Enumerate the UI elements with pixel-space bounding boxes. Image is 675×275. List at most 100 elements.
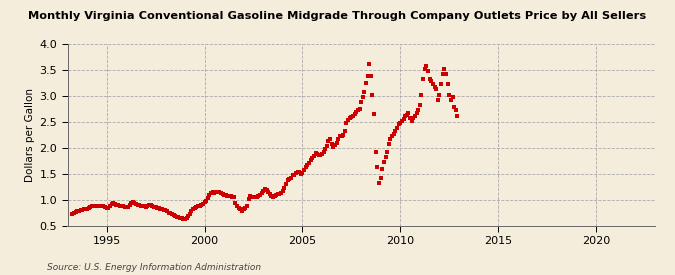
Point — [124, 203, 135, 207]
Point — [375, 176, 386, 180]
Point — [379, 160, 389, 164]
Point — [380, 155, 391, 159]
Point — [411, 111, 422, 115]
Point — [108, 201, 119, 205]
Point — [398, 117, 409, 121]
Point — [356, 100, 367, 104]
Point — [290, 170, 301, 175]
Point — [228, 195, 239, 200]
Point — [74, 209, 84, 214]
Point — [95, 204, 105, 208]
Point — [83, 206, 94, 210]
Point — [413, 108, 424, 112]
Point — [176, 216, 187, 221]
Point — [194, 204, 205, 208]
Point — [371, 150, 381, 154]
Point — [318, 150, 329, 154]
Point — [227, 195, 238, 199]
Point — [207, 190, 218, 194]
Point — [183, 214, 194, 218]
Point — [354, 107, 365, 111]
Point — [292, 170, 303, 174]
Point — [67, 211, 78, 216]
Point — [103, 206, 113, 210]
Point — [220, 193, 231, 198]
Point — [100, 205, 111, 209]
Point — [437, 72, 448, 76]
Point — [348, 113, 358, 118]
Point — [237, 209, 248, 213]
Point — [117, 204, 128, 208]
Point — [357, 95, 368, 100]
Point — [274, 192, 285, 196]
Point — [173, 215, 184, 219]
Point — [259, 187, 270, 191]
Point — [184, 212, 195, 216]
Point — [423, 69, 433, 73]
Point — [382, 150, 393, 154]
Point — [325, 137, 335, 141]
Point — [80, 207, 91, 212]
Point — [98, 204, 109, 208]
Y-axis label: Dollars per Gallon: Dollars per Gallon — [25, 88, 35, 182]
Point — [277, 189, 288, 194]
Point — [230, 200, 241, 205]
Point — [329, 142, 340, 147]
Point — [238, 207, 249, 211]
Point — [263, 189, 273, 194]
Point — [300, 165, 311, 170]
Point — [396, 119, 407, 123]
Point — [362, 74, 373, 78]
Point — [426, 79, 437, 84]
Point — [243, 196, 254, 201]
Point — [225, 194, 236, 199]
Point — [406, 119, 417, 123]
Point — [298, 168, 309, 172]
Point — [296, 171, 306, 176]
Point — [140, 205, 151, 209]
Text: Monthly Virginia Conventional Gasoline Midgrade Through Company Outlets Price by: Monthly Virginia Conventional Gasoline M… — [28, 11, 647, 21]
Point — [198, 202, 209, 206]
Point — [372, 165, 383, 170]
Point — [134, 203, 144, 207]
Point — [441, 72, 452, 76]
Point — [181, 216, 192, 220]
Point — [86, 204, 97, 208]
Point — [377, 167, 387, 172]
Point — [171, 214, 182, 219]
Point — [113, 203, 124, 207]
Point — [320, 147, 331, 151]
Point — [367, 93, 378, 97]
Point — [235, 207, 246, 211]
Point — [431, 87, 441, 91]
Point — [418, 77, 429, 81]
Point — [306, 156, 317, 160]
Point — [132, 203, 143, 207]
Point — [408, 116, 418, 120]
Point — [97, 204, 107, 208]
Point — [312, 152, 323, 156]
Point — [152, 206, 163, 210]
Point — [261, 188, 272, 192]
Point — [302, 163, 313, 167]
Point — [101, 206, 112, 210]
Point — [196, 203, 207, 207]
Point — [111, 203, 122, 207]
Point — [153, 206, 164, 211]
Point — [232, 204, 242, 208]
Point — [395, 121, 406, 125]
Point — [159, 208, 169, 212]
Point — [242, 204, 252, 208]
Point — [410, 114, 421, 118]
Point — [265, 192, 275, 197]
Point — [434, 93, 445, 97]
Point — [402, 112, 412, 117]
Point — [188, 207, 198, 212]
Point — [202, 196, 213, 200]
Point — [105, 204, 115, 208]
Point — [189, 206, 200, 210]
Point — [72, 209, 82, 214]
Point — [439, 67, 450, 71]
Point — [211, 190, 221, 194]
Point — [360, 81, 371, 85]
